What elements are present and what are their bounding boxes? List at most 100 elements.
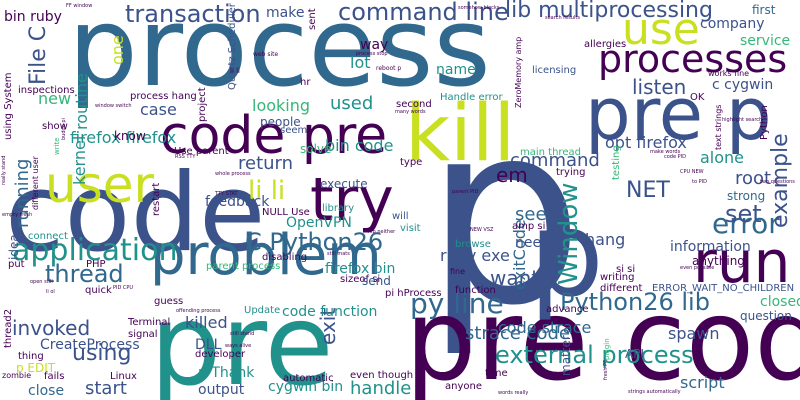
word-fails: fails xyxy=(44,371,65,382)
word-net: NET xyxy=(626,178,670,203)
word-amp-si: amp si xyxy=(512,221,546,232)
word-visit: visit xyxy=(400,223,421,234)
tiny-word: plugin xyxy=(603,338,611,360)
word-openvpn: OpenVPN xyxy=(286,215,352,231)
word-second: second xyxy=(396,99,432,110)
word-first: first xyxy=(752,3,776,17)
word-pre-bottom: pre xyxy=(150,281,334,400)
word-matter: matter xyxy=(559,335,573,376)
word-listen: listen xyxy=(632,75,687,99)
word-root: root xyxy=(735,168,772,189)
word-processes: processes xyxy=(598,37,788,81)
tiny-word: search results xyxy=(545,15,580,21)
word-null-use: NULL Use xyxy=(262,207,310,218)
word-process: process xyxy=(68,0,491,111)
word-p-big: p xyxy=(425,69,584,360)
word-command: command xyxy=(510,150,600,171)
word-anything: anything xyxy=(692,254,745,268)
word-handle-error: Handle error xyxy=(440,92,503,103)
word-service: service xyxy=(740,33,791,49)
word-show: show xyxy=(42,121,68,132)
word-using-system: using System xyxy=(3,72,14,140)
word-people: people xyxy=(260,115,301,129)
word-new: new xyxy=(38,89,72,108)
word-testing: testing xyxy=(611,145,622,180)
word-bin-ruby: bin ruby xyxy=(4,9,62,25)
word-external-process: external process xyxy=(495,341,694,369)
word-different: different xyxy=(600,283,643,294)
word-handle: handle xyxy=(350,378,412,399)
word-bin-code: bin code xyxy=(325,136,394,155)
word-return: return xyxy=(238,153,294,174)
word-start: start xyxy=(85,378,127,399)
tiny-word: two questions xyxy=(760,179,795,185)
word-error-wait: ERROR_WAIT_NO_CHILDREN xyxy=(652,283,795,294)
tiny-word: whole process xyxy=(215,171,251,177)
word-guess: guess xyxy=(154,296,184,307)
word-set: set xyxy=(725,200,762,228)
word-file-c: File C xyxy=(26,25,51,85)
word-firefox-firefox: firefox firefox xyxy=(70,128,177,147)
tiny-word: li ol xyxy=(46,289,55,295)
tiny-word: open still xyxy=(30,279,53,285)
word-browse: browse xyxy=(455,239,491,250)
word-connect: connect xyxy=(28,231,68,242)
tiny-word: reboot p xyxy=(376,65,402,72)
word-code-function: code function xyxy=(282,304,378,320)
word-p-small: p xyxy=(529,185,604,323)
tiny-word: fresh PF xyxy=(603,359,609,380)
word-terminal: Terminal xyxy=(128,317,171,328)
word-looking: looking xyxy=(252,96,311,115)
word-thread2: thread2 xyxy=(3,308,14,348)
word-fine: fine xyxy=(450,267,466,276)
tiny-word: somehow blocks xyxy=(458,5,500,11)
word-parent-process: parent process xyxy=(206,261,281,272)
word-code-pre: code pre xyxy=(160,106,388,166)
tiny-word: web site xyxy=(253,51,279,58)
word-case: case xyxy=(140,100,177,119)
word-developer: developer xyxy=(195,349,246,360)
word-using: using xyxy=(72,341,132,366)
word-restart: restart xyxy=(151,182,162,216)
word-thread: thread xyxy=(45,260,124,288)
word-text-strings: text strings xyxy=(714,104,723,150)
word-name: name xyxy=(436,62,476,78)
word-use-parent: Use parent xyxy=(174,146,229,157)
word-anyone: anyone xyxy=(445,381,482,392)
tiny-word: empty fresh xyxy=(2,212,33,218)
tiny-word: offending process xyxy=(176,308,221,314)
tiny-word: code PID xyxy=(664,154,686,160)
word-execute: execute xyxy=(320,177,368,191)
word-allergies: allergies xyxy=(584,39,627,50)
tiny-word: process stop xyxy=(356,51,388,57)
tiny-word: li li xyxy=(230,67,241,75)
word-idea: idea xyxy=(7,234,21,260)
word-kill: kill xyxy=(405,89,516,179)
word-p-thank: p Thank xyxy=(198,365,255,381)
word-project: project xyxy=(197,87,208,122)
word-need: need xyxy=(515,235,550,251)
word-type: type xyxy=(400,157,423,168)
word-createprocess: CreateProcess xyxy=(40,337,140,353)
word-disabling: disabling xyxy=(262,252,308,263)
tiny-word: make words xyxy=(650,149,681,155)
tiny-word: RSS TTY xyxy=(175,154,196,160)
word-spawn: spawn xyxy=(668,324,720,343)
word-ruby-exe: ruby exe xyxy=(440,246,510,265)
word-ok: OK xyxy=(690,92,705,103)
word-thing: thing xyxy=(18,351,44,362)
word-problem: problem xyxy=(150,223,382,288)
word-library: library xyxy=(322,203,355,214)
word-transaction: transaction xyxy=(125,0,261,28)
word-writing: writing xyxy=(600,272,635,283)
word-advance: advance xyxy=(546,304,589,315)
word-api: API xyxy=(625,347,644,361)
tiny-word: still mats xyxy=(327,251,350,257)
word-function: function xyxy=(455,285,496,296)
word-application: application xyxy=(12,233,178,268)
tiny-word: nib neither xyxy=(368,229,396,235)
word-quick: quick xyxy=(85,285,112,296)
word-command-line: command line xyxy=(338,0,509,26)
word-li-li: li li xyxy=(248,176,286,206)
tiny-word: still stand xyxy=(230,331,255,337)
